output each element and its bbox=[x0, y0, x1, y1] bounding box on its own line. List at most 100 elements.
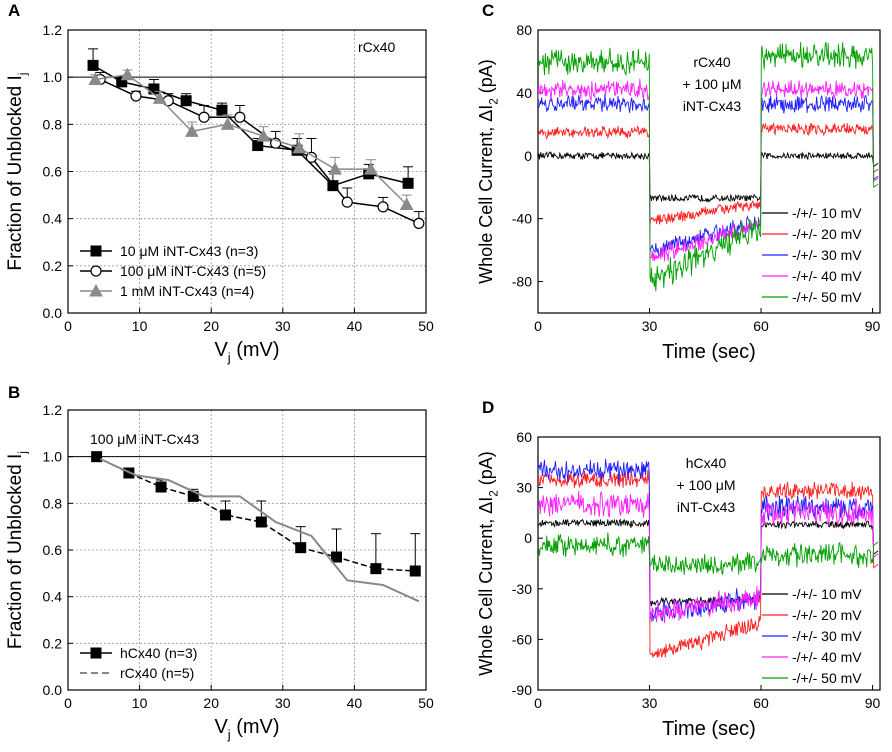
y-axis-title-main: Whole Cell Current, ΔI bbox=[476, 105, 496, 284]
data-point-square bbox=[252, 140, 264, 152]
x-tick-label: 0 bbox=[64, 318, 72, 334]
data-point-triangle bbox=[120, 67, 135, 81]
data-point-square bbox=[155, 481, 167, 493]
legend-entry: -/+/- 40 mV bbox=[792, 649, 862, 665]
x-axis-title-sub: j bbox=[227, 727, 231, 742]
legend-entry: -/+/- 30 mV bbox=[792, 628, 862, 644]
y-tick-label: 0.2 bbox=[43, 258, 63, 274]
trace--20-mV bbox=[538, 470, 879, 658]
panel-annotation: 100 μM iNT-Cx43 bbox=[90, 431, 199, 447]
y-tick-label: 30 bbox=[516, 480, 532, 496]
data-point-triangle bbox=[220, 117, 235, 130]
trace--10-mV bbox=[538, 151, 879, 204]
y-axis-title-sub: 2 bbox=[487, 490, 500, 497]
panel-A: A 0 10 20 30 40 50 0.0 0.2 0.4 0.6 0.8 1.0 1.2 Vj (mV)… bbox=[5, 1, 434, 365]
x-axis-title: Vj (mV) bbox=[214, 716, 279, 742]
y-tick-label: 1.0 bbox=[43, 449, 63, 465]
panel-C: C 0 30 60 90 -80 -40 0 40 80 rCx40 + 100 μM iNT-Cx43… bbox=[476, 1, 881, 363]
x-tick-label: 10 bbox=[132, 318, 148, 334]
series-line bbox=[99, 78, 420, 225]
data-point-square bbox=[409, 565, 421, 577]
panel-annotation: rCx40 bbox=[693, 54, 731, 70]
data-point-square bbox=[220, 509, 232, 521]
y-tick-label: 0.8 bbox=[43, 116, 63, 132]
trace--30-mV bbox=[538, 458, 879, 622]
y-tick-label: -80 bbox=[512, 274, 532, 290]
legend-entry: -/+/- 20 mV bbox=[792, 607, 862, 623]
data-point-square bbox=[90, 647, 102, 659]
x-axis-title: Time (sec) bbox=[662, 341, 756, 363]
y-axis-title-sub: j bbox=[16, 451, 30, 455]
x-axis-title-main: V bbox=[214, 339, 228, 361]
data-point-circle bbox=[130, 90, 142, 102]
data-point-triangle bbox=[364, 162, 378, 175]
x-tick-label: 30 bbox=[275, 695, 291, 711]
y-axis-title-sub: j bbox=[16, 72, 30, 76]
data-point-triangle bbox=[88, 72, 103, 86]
data-point-square bbox=[327, 180, 339, 192]
series-line bbox=[96, 455, 416, 572]
data-point-triangle bbox=[256, 129, 271, 142]
legend-entry: hCx40 (n=3) bbox=[120, 645, 197, 661]
trace--30-mV bbox=[538, 93, 879, 257]
data-point-square bbox=[180, 95, 192, 107]
x-tick-label: 30 bbox=[642, 318, 658, 334]
legend-entry: rCx40 (n=5) bbox=[120, 665, 194, 681]
data-point-square bbox=[402, 177, 414, 189]
y-tick-label: 0 bbox=[524, 530, 532, 546]
y-tick-label: 0.2 bbox=[43, 635, 63, 651]
x-axis-title: Vj (mV) bbox=[214, 339, 279, 365]
y-tick-label: 0.6 bbox=[43, 164, 63, 180]
trace--40-mV bbox=[538, 490, 879, 624]
y-tick-label: -90 bbox=[512, 682, 532, 698]
data-point-circle bbox=[198, 111, 210, 123]
panel-annotation: iNT-Cx43 bbox=[677, 499, 736, 515]
x-axis-title-sub: j bbox=[227, 350, 231, 365]
x-tick-label: 30 bbox=[275, 318, 291, 334]
y-tick-label: 1.0 bbox=[43, 69, 63, 85]
x-tick-label: 20 bbox=[203, 695, 219, 711]
x-tick-label: 20 bbox=[203, 318, 219, 334]
x-tick-label: 50 bbox=[418, 695, 434, 711]
data-point-circle bbox=[234, 111, 246, 123]
y-tick-label: 0 bbox=[524, 148, 532, 164]
y-tick-label: 1.2 bbox=[43, 22, 63, 38]
data-point-square bbox=[91, 451, 103, 463]
panel-D: D 0 30 60 90 -90 -60 -30 0 30 60 hCx40 + 100 μM iNT-C… bbox=[476, 398, 881, 740]
data-point-square bbox=[255, 516, 267, 528]
y-axis-title-unit: (pA) bbox=[476, 451, 496, 490]
y-tick-label: -40 bbox=[512, 211, 532, 227]
x-tick-label: 30 bbox=[642, 695, 658, 711]
data-point-triangle bbox=[399, 197, 414, 211]
plot-frame bbox=[537, 29, 881, 314]
series-line bbox=[99, 458, 420, 603]
legend-entry: -/+/- 10 mV bbox=[792, 205, 862, 221]
y-tick-label: 0.8 bbox=[43, 495, 63, 511]
y-tick-label: 0.4 bbox=[43, 211, 63, 227]
data-point-triangle bbox=[185, 124, 199, 137]
data-point-square bbox=[370, 563, 382, 575]
legend-entry: 100 μM iNT-Cx43 (n=5) bbox=[120, 263, 266, 279]
data-point-circle bbox=[413, 217, 425, 229]
panel-annotation: rCx40 bbox=[358, 39, 396, 55]
legend-entry: -/+/- 40 mV bbox=[792, 268, 862, 284]
legend-entry: 1 mM iNT-Cx43 (n=4) bbox=[120, 283, 254, 299]
data-point-triangle bbox=[328, 162, 342, 175]
data-point-triangle bbox=[152, 91, 167, 104]
y-tick-label: 60 bbox=[516, 429, 532, 445]
panel-label: C bbox=[482, 1, 494, 20]
legend-entry: -/+/- 50 mV bbox=[792, 289, 862, 305]
y-tick-label: 0.0 bbox=[43, 682, 63, 698]
series-rCx40-(n=5) bbox=[99, 458, 420, 603]
panel-label: A bbox=[8, 1, 20, 20]
series-1-mM-iNT-Cx43-(n=4) bbox=[88, 67, 414, 211]
data-point-circle bbox=[90, 265, 102, 277]
y-tick-label: -60 bbox=[512, 631, 532, 647]
data-point-circle bbox=[341, 196, 353, 208]
y-tick-label: -30 bbox=[512, 581, 532, 597]
y-axis-title-sub: 2 bbox=[487, 98, 500, 105]
panel-annotation: + 100 μM bbox=[682, 76, 741, 92]
trace--50-mV bbox=[538, 532, 879, 575]
y-axis-title: Whole Cell Current, ΔI2 (pA) bbox=[476, 59, 500, 284]
x-tick-label: 90 bbox=[865, 695, 881, 711]
